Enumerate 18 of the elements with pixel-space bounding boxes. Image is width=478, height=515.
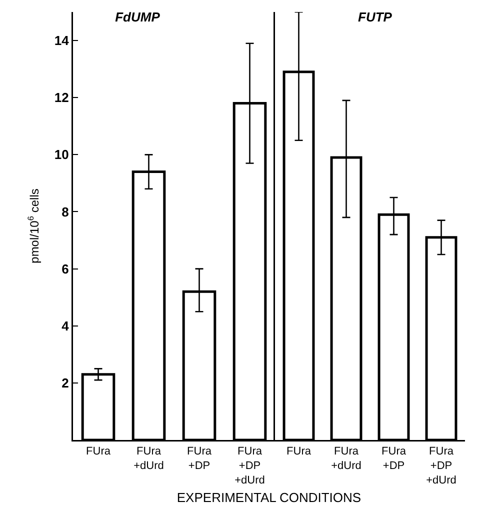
chart-title: FdUMP — [115, 9, 160, 24]
y-tick-label: 12 — [54, 90, 69, 106]
y-tick-label: 10 — [54, 147, 69, 162]
x-tick-label: FUra +DP +dUrd — [426, 446, 456, 486]
x-axis-title: EXPERIMENTAL CONDITIONS — [176, 490, 362, 505]
x-tick-label: FUra +dUrd — [331, 446, 362, 472]
y-tick-label: 8 — [62, 204, 69, 220]
x-tick-label: FUra +dUrd — [134, 446, 164, 472]
y-tick-label: 4 — [62, 318, 70, 334]
y-tick-label: 6 — [62, 261, 69, 276]
y-tick-label: 2 — [62, 375, 69, 390]
y-tick-label: 14 — [54, 33, 70, 48]
chart-title: FUTP — [358, 9, 392, 24]
x-tick-label: FUra — [86, 446, 112, 458]
x-tick-label: FUra — [286, 446, 312, 458]
x-tick-label: FUra +DP +dUrd — [234, 446, 265, 486]
x-tick-label: FUra +DP — [187, 446, 212, 472]
x-tick-label: FUra +DP — [382, 446, 407, 472]
